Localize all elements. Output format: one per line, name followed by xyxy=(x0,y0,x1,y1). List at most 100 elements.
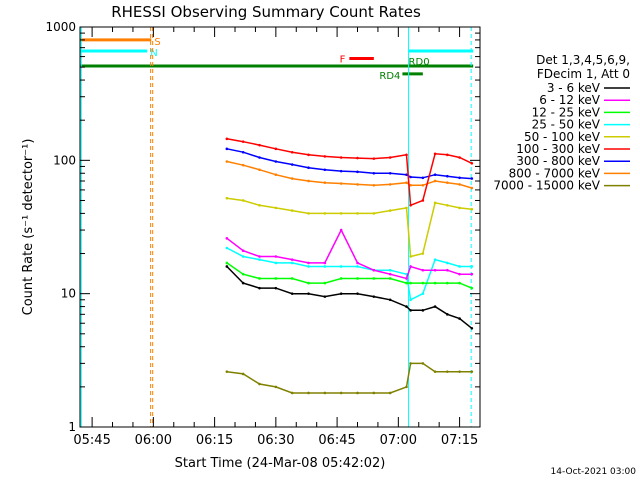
data-point xyxy=(356,292,359,295)
data-point xyxy=(405,277,408,280)
flag-label: N xyxy=(150,48,157,59)
data-point xyxy=(258,255,261,258)
data-point xyxy=(446,174,449,178)
data-point xyxy=(409,183,412,187)
data-point xyxy=(356,391,359,395)
data-point xyxy=(470,186,474,190)
data-point xyxy=(421,309,425,312)
data-point xyxy=(372,277,376,280)
data-point xyxy=(470,272,474,276)
data-point xyxy=(339,212,343,215)
data-point xyxy=(339,169,343,173)
legend-label: 7000 - 15000 keV xyxy=(493,179,600,193)
data-point xyxy=(290,258,294,261)
legend-label: 12 - 25 keV xyxy=(532,105,601,119)
data-point xyxy=(446,281,449,285)
data-point xyxy=(458,272,461,276)
data-point xyxy=(372,183,376,187)
data-point xyxy=(405,305,408,308)
data-point xyxy=(241,199,245,202)
data-point xyxy=(446,268,449,272)
data-point xyxy=(458,370,461,373)
data-point xyxy=(241,163,245,167)
data-point xyxy=(433,179,437,183)
data-point xyxy=(290,277,294,280)
data-point xyxy=(356,156,359,160)
data-point xyxy=(388,391,392,395)
data-point xyxy=(241,372,245,376)
data-point xyxy=(470,162,474,165)
data-point xyxy=(307,292,310,295)
data-point xyxy=(258,258,261,261)
data-point xyxy=(323,168,327,172)
legend-label: 6 - 12 keV xyxy=(539,93,601,107)
data-point xyxy=(409,265,412,268)
data-point xyxy=(307,281,310,285)
legend-label: 50 - 100 keV xyxy=(524,130,601,144)
data-point xyxy=(274,147,278,151)
data-point xyxy=(405,181,408,184)
data-point xyxy=(241,272,245,276)
data-point xyxy=(421,362,425,365)
data-point xyxy=(433,201,437,205)
data-point xyxy=(372,157,376,160)
data-point xyxy=(405,153,408,157)
data-point xyxy=(372,295,376,298)
y-tick-label: 10 xyxy=(61,287,76,301)
data-point xyxy=(458,281,461,285)
data-point xyxy=(409,309,412,312)
series-line xyxy=(226,247,472,301)
x-tick-label: 06:15 xyxy=(196,433,233,448)
data-point xyxy=(307,179,310,183)
data-point xyxy=(274,286,278,290)
data-point xyxy=(388,272,392,276)
data-point xyxy=(458,317,461,320)
series-line xyxy=(226,197,472,258)
data-point xyxy=(274,173,278,177)
data-point xyxy=(446,313,449,316)
data-point xyxy=(339,265,343,268)
data-point xyxy=(274,206,278,210)
legend-label: 800 - 7000 keV xyxy=(509,166,601,180)
instrument-flags: SN F RD0 RD4 xyxy=(80,37,474,82)
legend-label: 300 - 800 keV xyxy=(516,154,600,168)
data-point xyxy=(458,206,461,210)
y-tick-label: 100 xyxy=(53,153,76,167)
data-point xyxy=(225,160,229,163)
y-axis-label: Count Rate (s⁻¹ detector⁻¹) xyxy=(21,139,36,316)
data-point xyxy=(356,170,359,174)
data-point xyxy=(405,385,408,389)
data-point xyxy=(388,209,392,212)
data-point xyxy=(258,382,261,386)
data-point xyxy=(388,298,392,302)
y-axis: 1 10 100 1000 xyxy=(45,20,480,434)
data-point xyxy=(323,261,327,265)
data-point xyxy=(433,370,437,373)
data-point xyxy=(323,281,327,285)
y-tick-label: 1 xyxy=(68,420,76,434)
data-point xyxy=(323,265,327,268)
data-point xyxy=(405,173,408,177)
data-point xyxy=(339,182,343,185)
data-point xyxy=(446,181,449,184)
x-tick-label: 06:30 xyxy=(257,433,294,448)
data-point xyxy=(225,370,229,373)
data-point xyxy=(307,265,310,268)
data-point xyxy=(458,265,461,268)
x-axis-label: Start Time (24-Mar-08 05:42:02) xyxy=(175,456,386,471)
flag-label: F xyxy=(340,55,346,66)
data-point xyxy=(470,177,474,180)
legend: Det 1,3,4,5,6,9, FDecim 1, Att 0 3 - 6 k… xyxy=(493,53,630,193)
data-point xyxy=(225,246,229,250)
data-point xyxy=(409,362,412,365)
flag-label: RD4 xyxy=(379,71,400,82)
data-point xyxy=(356,261,359,265)
data-point xyxy=(372,212,376,215)
data-point xyxy=(225,265,229,268)
x-tick-label: 05:45 xyxy=(73,433,110,448)
data-point xyxy=(339,277,343,280)
plot-frame xyxy=(79,26,481,428)
data-point xyxy=(307,166,310,170)
data-point xyxy=(433,305,437,308)
